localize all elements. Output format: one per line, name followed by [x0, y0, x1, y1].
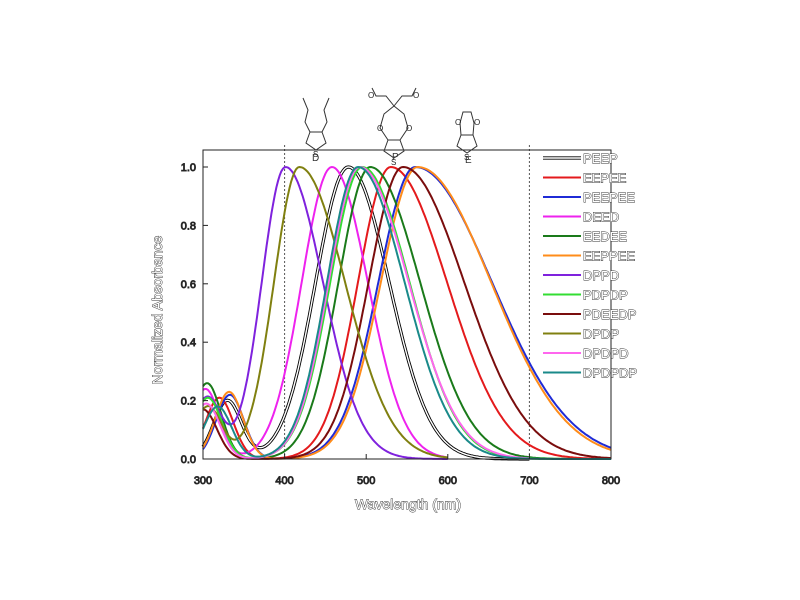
- series-dpdpd-line: [202, 165, 530, 460]
- legend-label-dpdpd: DPDPD: [583, 346, 629, 361]
- x-ticks: 300 400 500 600 700 800: [193, 454, 621, 487]
- x-tick-label: 800: [602, 475, 620, 487]
- series-dpdp-line: [202, 165, 448, 459]
- E-oxygen-label-2: O: [474, 118, 480, 127]
- E-sulfur-label: S: [464, 153, 469, 162]
- legend-label-pdpdp: PDPDP: [583, 288, 628, 303]
- legend: PEEPEEPEEPEEPEEDEEDEEDEEEEPPEEDPPDPDPDPP…: [543, 151, 638, 381]
- y-tick-label: 0.6: [181, 279, 196, 291]
- x-tick-label: 600: [439, 475, 457, 487]
- plot-frame: [202, 149, 612, 460]
- x-tick-label: 400: [275, 475, 293, 487]
- y-tick-label: 0.2: [181, 396, 196, 408]
- P-structure-label: P: [392, 152, 399, 163]
- P-oxygen-label-4: O: [413, 91, 419, 100]
- y-tick-label: 0.0: [181, 454, 196, 466]
- x-tick-label: 500: [357, 475, 375, 487]
- legend-label-peep: PEEP: [583, 151, 618, 166]
- legend-label-dpdp: DPDP: [583, 327, 619, 342]
- x-tick-label: 700: [520, 475, 538, 487]
- P-sulfur-label: S: [391, 158, 396, 167]
- y-axis-title: Normalized Absorbance: [149, 235, 165, 384]
- series-eeppee-line: [202, 165, 612, 460]
- D-structure-label: D: [312, 153, 319, 164]
- series-pdeedp-line: [202, 165, 612, 460]
- series-peep-line-inner: [202, 166, 530, 460]
- y-tick-label: 0.4: [181, 337, 196, 349]
- series-deed-line: [202, 165, 448, 459]
- E-structure-icon: [456, 111, 478, 154]
- y-ticks: 0.0 0.2 0.4 0.6 0.8 1.0: [180, 162, 208, 466]
- x-tick-label: 300: [194, 475, 212, 487]
- E-oxygen-label-1: O: [455, 118, 461, 127]
- legend-label-pdeedp: PDEEDP: [583, 307, 636, 322]
- series-eepee-line: [202, 165, 612, 460]
- E-structure-label: E: [465, 155, 472, 166]
- reference-lines: [284, 145, 530, 459]
- x-axis-title: Wavelength (nm): [355, 496, 461, 512]
- P-oxygen-label-2: O: [406, 124, 412, 133]
- legend-label-dpdpdp: DPDPDP: [583, 366, 637, 381]
- legend-label-peepee: PEEPEE: [583, 190, 635, 205]
- axes: [202, 149, 612, 460]
- legend-label-dppd: DPPD: [583, 268, 619, 283]
- series-peep-line: [201, 165, 530, 461]
- legend-label-eeppee: EEPPEE: [583, 249, 635, 264]
- y-tick-label: 1.0: [181, 162, 196, 174]
- D-sulfur-label: S: [313, 150, 318, 159]
- legend-label-eedee: EEDEE: [583, 229, 627, 244]
- P-structure-icon: [371, 87, 417, 159]
- legend-label-eepee: EEPEE: [583, 171, 627, 186]
- y-tick-label: 0.8: [181, 220, 196, 232]
- legend-label-deed: DEED: [583, 210, 619, 225]
- P-oxygen-label-3: O: [368, 91, 374, 100]
- P-oxygen-label-1: O: [377, 124, 383, 133]
- D-structure-icon: [302, 97, 330, 151]
- series-peepee-line: [202, 165, 612, 460]
